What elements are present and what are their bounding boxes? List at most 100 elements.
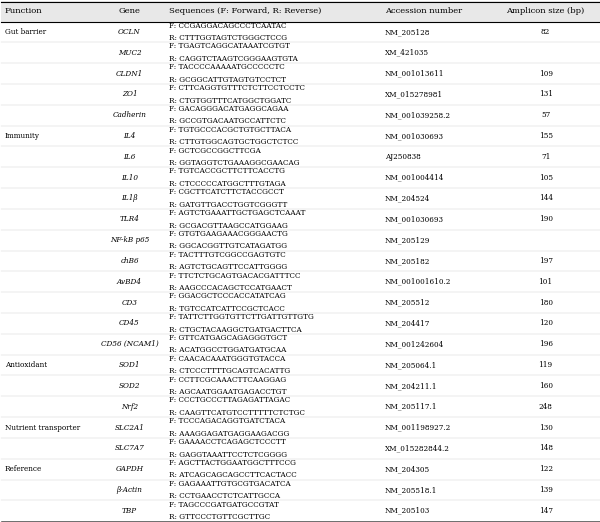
Text: R: CTTGTGGCAGTGCTGGCTCTCC: R: CTTGTGGCAGTGCTGGCTCTCC bbox=[169, 138, 299, 146]
Text: F: TTCTCTGCAGTGACACGATTTCC: F: TTCTCTGCAGTGACACGATTTCC bbox=[169, 271, 301, 279]
Text: 155: 155 bbox=[539, 132, 553, 140]
Text: Sequences (F: Forward, R: Reverse): Sequences (F: Forward, R: Reverse) bbox=[169, 7, 322, 16]
Text: 190: 190 bbox=[539, 215, 553, 223]
Text: Function: Function bbox=[5, 7, 43, 16]
Text: F: TATTCTTGGTGTTCTTGATTGTTGTG: F: TATTCTTGGTGTTCTTGATTGTTGTG bbox=[169, 313, 314, 321]
Text: NM_204417: NM_204417 bbox=[385, 319, 430, 327]
Text: F: TACCCCAAAAATGCCCCCTC: F: TACCCCAAAAATGCCCCCTC bbox=[169, 63, 285, 72]
Text: R: CAAGTTCATGTCCTTTTTCTCTGC: R: CAAGTTCATGTCCTTTTTCTCTGC bbox=[169, 409, 305, 417]
Text: TLR4: TLR4 bbox=[119, 215, 139, 223]
Text: Antioxidant: Antioxidant bbox=[5, 361, 47, 369]
Text: R: GATGTTGACCTGGTCGGGTT: R: GATGTTGACCTGGTCGGGTT bbox=[169, 201, 287, 209]
Text: F: TACTTTGTCGGCCGAGTGTC: F: TACTTTGTCGGCCGAGTGTC bbox=[169, 251, 286, 259]
Text: F: CAACACAAATGGGTGTACCA: F: CAACACAAATGGGTGTACCA bbox=[169, 355, 286, 363]
Text: NM_205128: NM_205128 bbox=[385, 28, 430, 36]
Text: R: AGCAATGGAATGAGACCTGT: R: AGCAATGGAATGAGACCTGT bbox=[169, 388, 287, 396]
Text: F: AGCTTACTGGAATGGCTTTCCG: F: AGCTTACTGGAATGGCTTTCCG bbox=[169, 459, 296, 467]
Text: NM_204211.1: NM_204211.1 bbox=[385, 382, 437, 390]
Text: Cadherin: Cadherin bbox=[113, 111, 146, 119]
Text: SOD2: SOD2 bbox=[119, 382, 140, 390]
Text: AJ250838: AJ250838 bbox=[385, 153, 421, 161]
Text: IL10: IL10 bbox=[121, 174, 138, 182]
Text: 130: 130 bbox=[539, 423, 553, 432]
Text: Amplicon size (bp): Amplicon size (bp) bbox=[506, 7, 585, 16]
Text: F: GGACGCTCCCACCATATCAG: F: GGACGCTCCCACCATATCAG bbox=[169, 292, 286, 300]
Text: SOD1: SOD1 bbox=[119, 361, 140, 369]
Text: IL1β: IL1β bbox=[121, 195, 138, 203]
Text: R: CTTTGGTAGTCTGGGCTCCG: R: CTTTGGTAGTCTGGGCTCCG bbox=[169, 34, 287, 42]
Text: ZO1: ZO1 bbox=[122, 90, 137, 98]
Text: 57: 57 bbox=[541, 111, 550, 119]
Text: F: CGCTTCATCTTCTACCGCCT: F: CGCTTCATCTTCTACCGCCT bbox=[169, 188, 284, 196]
Text: 120: 120 bbox=[539, 319, 553, 327]
Text: 101: 101 bbox=[539, 278, 553, 286]
Text: Reference: Reference bbox=[5, 465, 42, 473]
Text: Gene: Gene bbox=[119, 7, 140, 16]
Text: NM_205182: NM_205182 bbox=[385, 257, 430, 265]
Text: R: CCTGAACCTCTCATTGCCA: R: CCTGAACCTCTCATTGCCA bbox=[169, 492, 281, 500]
Text: CLDN1: CLDN1 bbox=[116, 69, 143, 78]
Text: 180: 180 bbox=[539, 299, 553, 306]
Text: F: TGAGTCAGGCATAAATCGTGT: F: TGAGTCAGGCATAAATCGTGT bbox=[169, 42, 290, 51]
Text: 196: 196 bbox=[539, 340, 553, 348]
Text: CD45: CD45 bbox=[119, 319, 140, 327]
Text: Gut barrier: Gut barrier bbox=[5, 28, 46, 36]
Text: R: GCGGCATTGTAGTGTCCTCT: R: GCGGCATTGTAGTGTCCTCT bbox=[169, 76, 286, 84]
Text: 105: 105 bbox=[539, 174, 553, 182]
Text: F: TAGCCCGATGATGCCGTAT: F: TAGCCCGATGATGCCGTAT bbox=[169, 501, 280, 508]
Text: 197: 197 bbox=[539, 257, 553, 265]
Text: NM_205117.1: NM_205117.1 bbox=[385, 402, 437, 411]
Text: R: ACATGGCCTGGATGATGCAA: R: ACATGGCCTGGATGATGCAA bbox=[169, 347, 287, 354]
Text: NM_001030693: NM_001030693 bbox=[385, 132, 444, 140]
Text: NM_205518.1: NM_205518.1 bbox=[385, 486, 437, 494]
Text: 122: 122 bbox=[539, 465, 553, 473]
Text: F: CCTTCGCAAACTTCAAGGAG: F: CCTTCGCAAACTTCAAGGAG bbox=[169, 376, 287, 384]
Text: CD56 (NCAM1): CD56 (NCAM1) bbox=[101, 340, 158, 348]
Text: NM_205103: NM_205103 bbox=[385, 507, 430, 515]
Text: NM_001030693: NM_001030693 bbox=[385, 215, 444, 223]
Text: CD3: CD3 bbox=[122, 299, 137, 306]
Text: F: TGTCACCGCTTCTTCACCTG: F: TGTCACCGCTTCTTCACCTG bbox=[169, 168, 286, 175]
Text: IL6: IL6 bbox=[124, 153, 136, 161]
Text: NM_001001610.2: NM_001001610.2 bbox=[385, 278, 451, 286]
Text: F: GAGAAATTGTGCGTGACATCA: F: GAGAAATTGTGCGTGACATCA bbox=[169, 480, 291, 488]
Text: F: GCTCGCCGGCTTCGA: F: GCTCGCCGGCTTCGA bbox=[169, 147, 262, 155]
Text: R: GCGACGTTAAGCCATGGAAG: R: GCGACGTTAAGCCATGGAAG bbox=[169, 221, 289, 230]
Text: 248: 248 bbox=[539, 402, 553, 411]
Text: R: ATCAGCAGCAGCCTTCACTACC: R: ATCAGCAGCAGCCTTCACTACC bbox=[169, 471, 297, 479]
Text: F: TCCCAGACAGGTGATCTACA: F: TCCCAGACAGGTGATCTACA bbox=[169, 417, 286, 425]
Text: 119: 119 bbox=[539, 361, 553, 369]
Text: AvBD4: AvBD4 bbox=[117, 278, 142, 286]
Text: XM_421035: XM_421035 bbox=[385, 49, 429, 57]
Text: R: GGTAGGTCTGAAAGGCGAACAG: R: GGTAGGTCTGAAAGGCGAACAG bbox=[169, 159, 300, 167]
Text: 144: 144 bbox=[539, 195, 553, 203]
Text: F: GTTCATGAGCAGAGGGTGCT: F: GTTCATGAGCAGAGGGTGCT bbox=[169, 334, 287, 342]
Text: R: GTTCCCTGTTCGCTTGC: R: GTTCCCTGTTCGCTTGC bbox=[169, 513, 271, 521]
Text: R: CTCCCCCATGGCTTTGTAGA: R: CTCCCCCATGGCTTTGTAGA bbox=[169, 180, 286, 188]
Text: XM_015278981: XM_015278981 bbox=[385, 90, 443, 98]
Text: NF-kB p65: NF-kB p65 bbox=[110, 236, 149, 244]
Text: R: CTCCCTTTTGCAGTCACATTG: R: CTCCCTTTTGCAGTCACATTG bbox=[169, 367, 290, 375]
Text: R: AAGCCCACAGCTCCATGAACT: R: AAGCCCACAGCTCCATGAACT bbox=[169, 284, 292, 292]
Text: SLC2A1: SLC2A1 bbox=[115, 423, 145, 432]
Text: F: CCCTGCCCTTAGAGATTAGAC: F: CCCTGCCCTTAGAGATTAGAC bbox=[169, 396, 290, 405]
Text: F: CTTCAGGTGTTTCTCTTCCTCCTC: F: CTTCAGGTGTTTCTCTTCCTCCTC bbox=[169, 84, 305, 92]
Text: GAPDH: GAPDH bbox=[115, 465, 143, 473]
Text: NM_001242604: NM_001242604 bbox=[385, 340, 444, 348]
Text: 71: 71 bbox=[541, 153, 550, 161]
Text: R: AGTCTGCAGTTCCATTGGGG: R: AGTCTGCAGTTCCATTGGGG bbox=[169, 263, 287, 271]
Text: MUC2: MUC2 bbox=[118, 49, 142, 57]
Text: 147: 147 bbox=[539, 507, 553, 515]
Text: F: GAAAACCTCAGAGCTCCCTT: F: GAAAACCTCAGAGCTCCCTT bbox=[169, 438, 286, 446]
Bar bbox=[1, 2, 599, 21]
Text: 82: 82 bbox=[541, 28, 550, 36]
Text: Accession number: Accession number bbox=[385, 7, 462, 16]
Text: F: GTGTGAAGAAACGGGAACTG: F: GTGTGAAGAAACGGGAACTG bbox=[169, 230, 289, 238]
Text: R: CTGTGGTTTCATGGCTGGATC: R: CTGTGGTTTCATGGCTGGATC bbox=[169, 97, 292, 104]
Text: NM_204524: NM_204524 bbox=[385, 195, 430, 203]
Text: R: AAAGGAGATGAGGAAGACGG: R: AAAGGAGATGAGGAAGACGG bbox=[169, 430, 290, 438]
Text: 160: 160 bbox=[539, 382, 553, 390]
Text: NM_001004414: NM_001004414 bbox=[385, 174, 445, 182]
Text: NM_205064.1: NM_205064.1 bbox=[385, 361, 437, 369]
Text: R: CAGGTCTAAGTCGGGAAGTGTA: R: CAGGTCTAAGTCGGGAAGTGTA bbox=[169, 55, 298, 63]
